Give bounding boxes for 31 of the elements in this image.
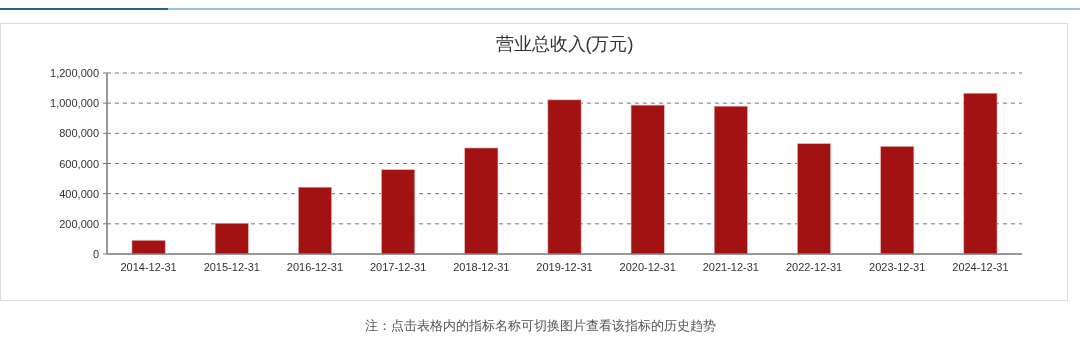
y-tick-label: 400,000 <box>59 187 99 200</box>
bar <box>131 239 166 255</box>
bar <box>797 143 831 255</box>
y-tick-label: 800,000 <box>59 127 99 140</box>
x-tick-label: 2024-12-31 <box>952 261 1009 273</box>
x-tick-label: 2016-12-31 <box>286 261 344 273</box>
bar <box>880 146 915 255</box>
y-tick-label: 600,000 <box>59 157 99 170</box>
bar <box>214 222 249 255</box>
x-tick-label: 2019-12-31 <box>536 261 593 273</box>
y-tick-label: 200,000 <box>59 217 99 230</box>
bar <box>547 99 582 255</box>
x-tick-label: 2017-12-31 <box>370 261 427 273</box>
x-tick-label: 2020-12-31 <box>619 261 676 273</box>
x-tick-label: 2014-12-31 <box>120 261 177 273</box>
bar <box>963 92 998 255</box>
y-tick-label: 1,200,000 <box>50 67 99 79</box>
y-tick-label: 0 <box>92 248 99 260</box>
bar <box>298 186 332 255</box>
x-tick-label: 2022-12-31 <box>785 261 843 273</box>
x-tick-label: 2023-12-31 <box>869 261 926 273</box>
text: 注：点击表格内的指标名称可切换图片查看该指标的历史趋势 <box>364 318 716 333</box>
x-tick-label: 2021-12-31 <box>702 261 759 273</box>
chart-title: 营业总收入(万元) <box>495 34 634 54</box>
x-tick-label: 2015-12-31 <box>203 261 260 273</box>
bar <box>464 147 499 255</box>
x-tick-label: 2018-12-31 <box>453 261 510 273</box>
y-tick-label: 1,000,000 <box>50 97 99 110</box>
bar <box>381 169 416 255</box>
bar <box>713 105 748 255</box>
bar <box>630 104 665 255</box>
